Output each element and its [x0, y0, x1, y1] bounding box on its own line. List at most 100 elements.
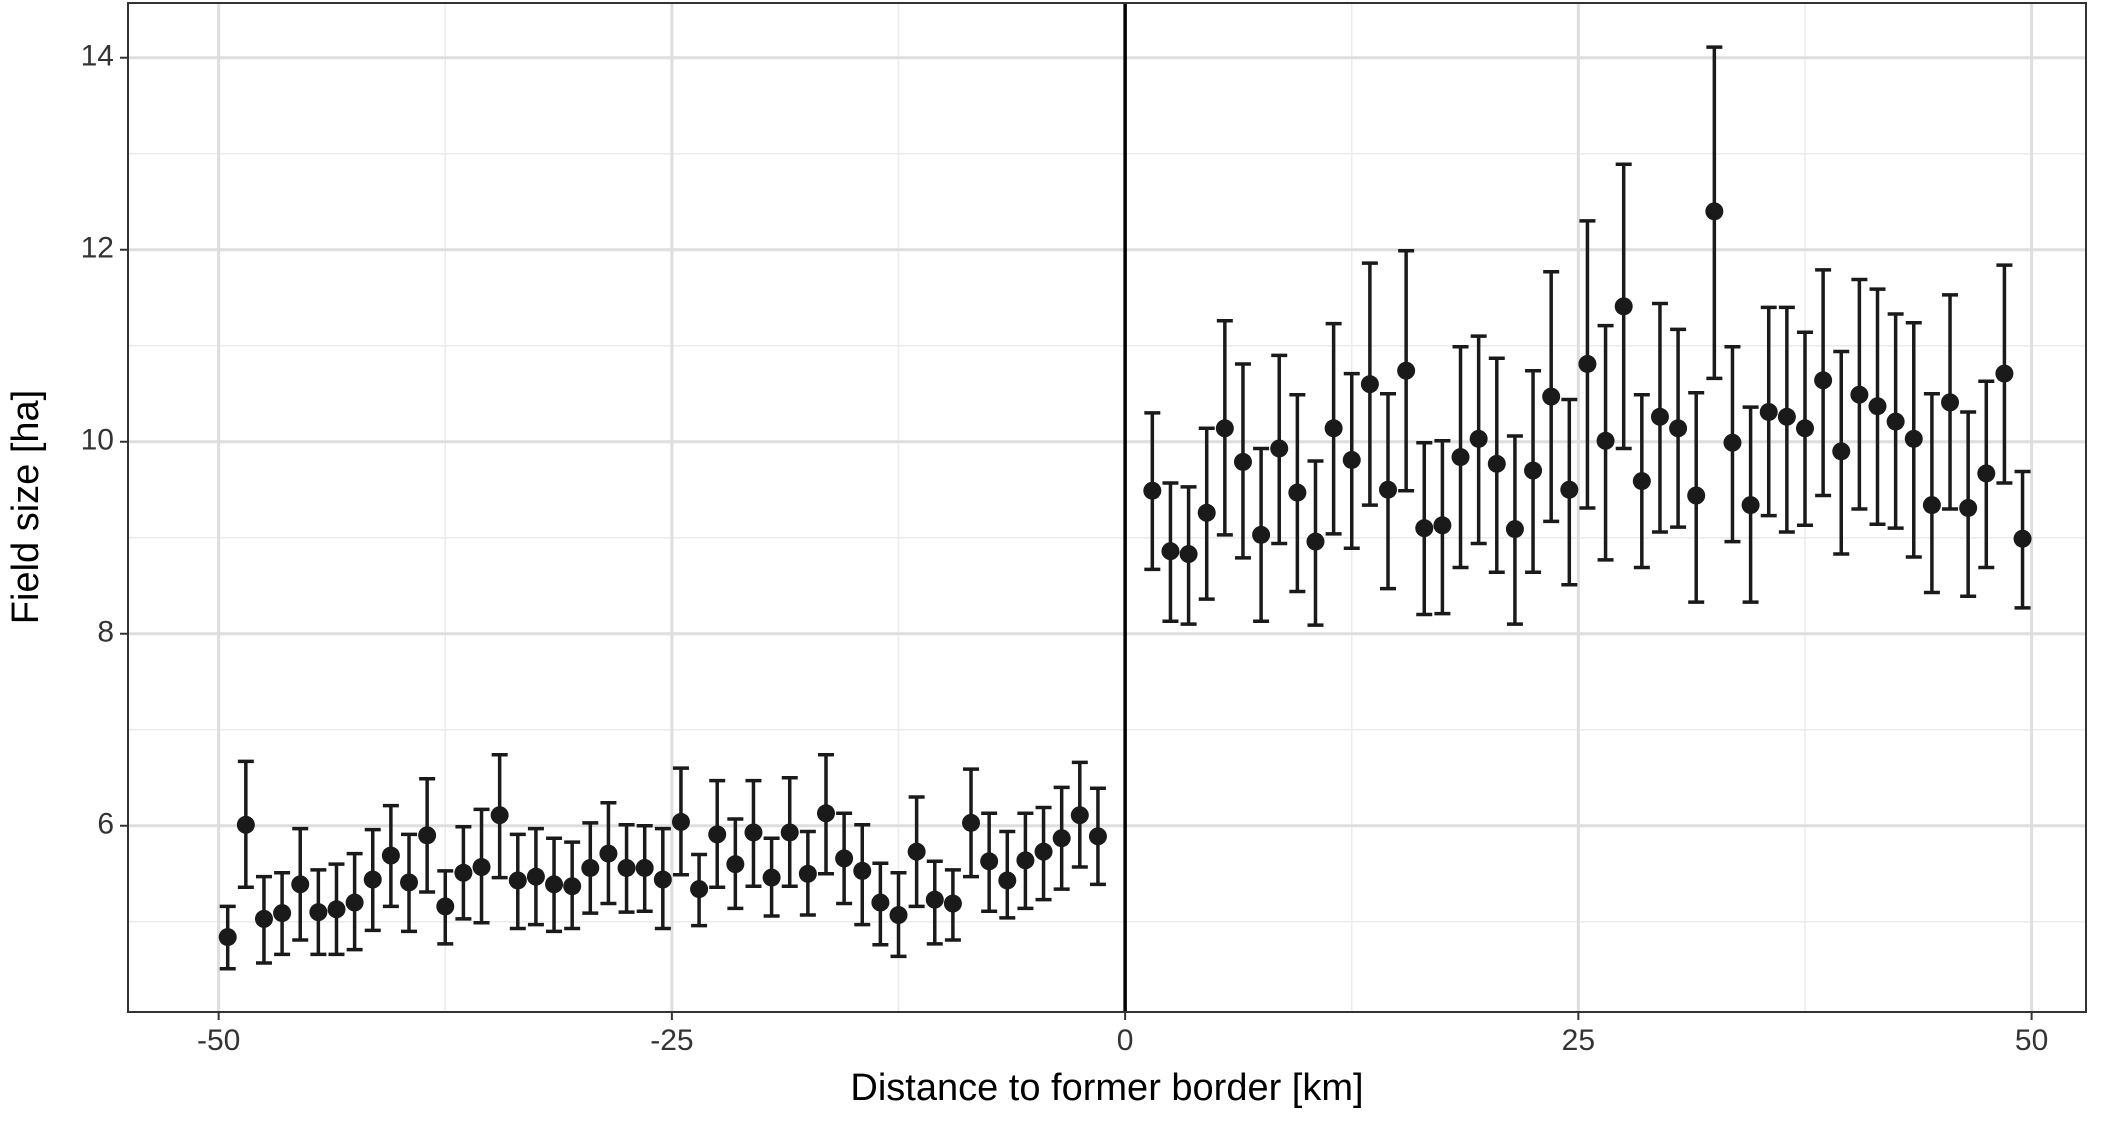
point: [1687, 486, 1706, 505]
point: [1832, 442, 1851, 461]
point: [526, 867, 545, 886]
point: [1143, 481, 1162, 500]
point: [1324, 419, 1343, 438]
point: [1650, 407, 1669, 426]
point: [1886, 412, 1905, 431]
point: [1233, 452, 1252, 471]
point: [309, 903, 328, 922]
point: [1034, 842, 1053, 861]
point: [617, 858, 636, 877]
point: [1632, 472, 1651, 491]
point: [1741, 496, 1760, 515]
point: [545, 875, 564, 894]
x-tick-label: -50: [197, 1024, 240, 1057]
point: [581, 858, 600, 877]
point: [1487, 454, 1506, 473]
point: [1596, 431, 1615, 450]
point: [943, 894, 962, 913]
x-tick-label: -25: [650, 1024, 693, 1057]
point: [291, 875, 310, 894]
point: [436, 897, 455, 916]
point: [236, 815, 255, 834]
point: [1197, 503, 1216, 522]
point: [1669, 419, 1688, 438]
point: [835, 849, 854, 868]
point: [1850, 385, 1869, 404]
y-tick-label: 10: [81, 424, 114, 457]
x-tick-label: 50: [2015, 1024, 2048, 1057]
point: [1705, 202, 1724, 221]
point: [744, 823, 763, 842]
point: [472, 858, 491, 877]
plot-border: [127, 2, 2087, 1013]
point: [780, 823, 799, 842]
point: [962, 813, 981, 832]
x-axis-title: Distance to former border [km]: [850, 1067, 1363, 1109]
point: [853, 861, 872, 880]
point: [708, 825, 727, 844]
point: [1451, 448, 1470, 467]
point: [1052, 829, 1071, 848]
point: [218, 928, 237, 947]
point: [1360, 375, 1379, 394]
point: [690, 880, 709, 899]
point: [1995, 364, 2014, 383]
point: [907, 842, 926, 861]
y-tick-label: 14: [81, 40, 114, 73]
point: [653, 870, 672, 889]
point: [1215, 419, 1234, 438]
point: [726, 855, 745, 874]
point: [381, 846, 400, 865]
point: [1777, 407, 1796, 426]
point: [2013, 529, 2032, 548]
point: [1723, 433, 1742, 452]
point: [454, 863, 473, 882]
point: [363, 870, 382, 889]
point: [998, 871, 1017, 890]
point: [1977, 464, 1996, 483]
point: [273, 904, 292, 923]
point: [1088, 827, 1107, 846]
point: [327, 900, 346, 919]
point: [1252, 525, 1271, 544]
point: [1578, 354, 1597, 373]
point: [1415, 519, 1434, 538]
point: [1397, 361, 1416, 380]
point: [635, 858, 654, 877]
point: [1759, 402, 1778, 421]
point: [1560, 480, 1579, 499]
point: [1542, 387, 1561, 406]
y-axis-title: Field size [ha]: [5, 390, 47, 624]
point: [1433, 516, 1452, 535]
x-tick-label: 0: [1117, 1024, 1134, 1057]
point: [400, 873, 419, 892]
point: [345, 893, 364, 912]
point: [1505, 520, 1524, 539]
point: [1161, 542, 1180, 561]
point: [1941, 393, 1960, 412]
point: [1270, 439, 1289, 458]
point: [1904, 429, 1923, 448]
point: [490, 806, 509, 825]
point: [1959, 498, 1978, 517]
point: [1016, 851, 1035, 870]
point: [1288, 483, 1307, 502]
point: [508, 871, 527, 890]
y-tick-label: 12: [81, 232, 114, 265]
y-tick-label: 6: [97, 808, 114, 841]
point: [1306, 532, 1325, 551]
point: [1379, 480, 1398, 499]
point: [980, 852, 999, 871]
point: [1342, 450, 1361, 469]
point: [762, 868, 781, 887]
y-tick-label: 8: [97, 616, 114, 649]
point: [816, 804, 835, 823]
point: [563, 877, 582, 896]
point: [1868, 397, 1887, 416]
point: [1524, 461, 1543, 480]
point: [599, 844, 618, 863]
point: [254, 909, 273, 928]
point: [1922, 496, 1941, 515]
point: [889, 906, 908, 925]
